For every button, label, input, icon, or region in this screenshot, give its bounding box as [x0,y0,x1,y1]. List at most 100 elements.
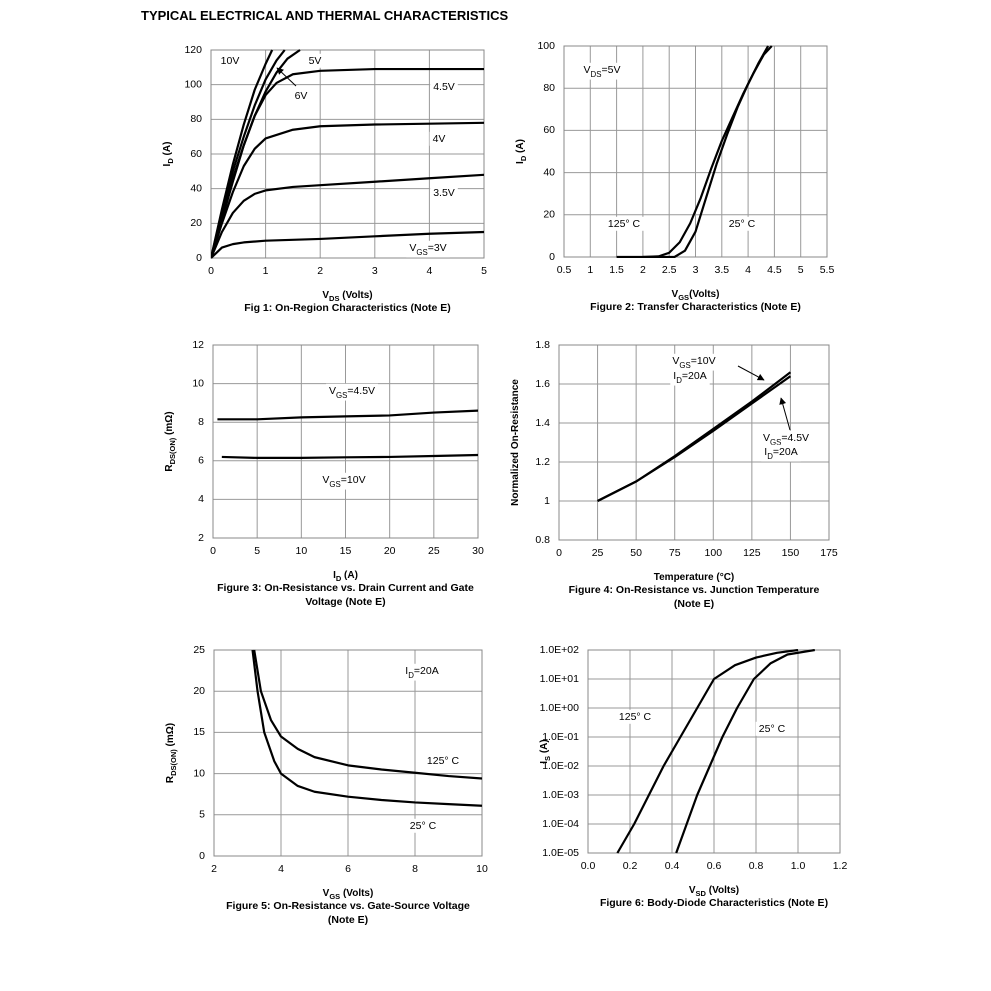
y-tick-label: 4 [198,493,204,505]
annotation-bg [761,444,801,462]
annotation: 125° C [608,218,641,230]
y-tick-label: 40 [190,182,202,194]
x-tick-label: 0.5 [557,264,572,276]
curve [211,121,484,259]
y-axis-label-part: (mΩ) [164,411,175,437]
x-tick-label: 75 [669,547,681,559]
annotation: 25° C [759,723,786,735]
y-axis-label: RDS(ON) (mΩ) [165,723,179,783]
annotation-part: D [767,452,773,461]
curve [211,230,484,259]
y-axis-label-part: R [164,464,175,472]
y-axis-label-part: (A) [539,739,550,756]
y-tick-label: 2 [198,532,204,544]
annotation-part: 125° C [619,711,652,723]
x-tick-label: 8 [412,863,418,875]
y-axis-label-part: (A) [162,142,173,159]
annotation-part: 25° C [410,820,437,832]
x-tick-label: 15 [340,545,352,557]
annotation-bg [725,216,759,231]
y-tick-label: 1.0E-05 [542,847,579,859]
curve [211,173,484,259]
y-tick-label: 80 [543,82,555,94]
annotation-part: 5V [309,55,322,67]
annotation-part: GS [329,480,340,489]
annotation-part: I [405,665,408,677]
x-axis-label-part: GS [678,293,689,302]
curve [597,375,792,502]
x-tick-label: 1.0 [791,860,806,872]
annotation-bg [669,353,719,371]
annotation-bg [604,216,644,231]
pointer-arrow [276,67,297,87]
y-tick-label: 1.0E+00 [540,702,580,714]
annotation-part: D [408,671,414,680]
curve [211,49,286,259]
x-tick-label: 3 [693,264,699,276]
annotation: 10V [221,55,240,67]
annotation: 125° C [427,755,460,767]
y-axis-label-part: R [165,775,176,783]
annotation-part: V [329,385,336,397]
annotation-bg [670,368,710,386]
y-tick-label: 12 [192,339,204,351]
curve [251,649,482,807]
annotation-part: V [584,64,591,76]
y-axis-label-part: D [166,158,175,164]
x-tick-label: 4 [745,264,751,276]
x-axis-label: ID (A) [333,570,358,584]
x-tick-label: 2.5 [662,264,677,276]
y-tick-label: 0.8 [535,534,550,546]
x-axis-label-part: V [322,290,329,301]
y-tick-label: 20 [190,217,202,229]
plot-frame [210,49,485,259]
x-axis-label-part: (Volts) [706,885,739,896]
figure-caption: Figure 3: On-Resistance vs. Drain Curren… [217,582,474,594]
x-tick-label: 0.2 [623,860,638,872]
annotation-part: =20A [414,665,439,677]
x-axis-label-part: Temperature (°C) [654,572,735,583]
annotation-part: =10V [341,474,366,486]
x-tick-label: 0 [210,545,216,557]
y-axis-label: RDS(ON) (mΩ) [164,411,178,471]
x-tick-label: 100 [705,547,723,559]
x-axis-label-part: SD [696,889,707,898]
annotation-bg [615,709,655,724]
annotation: VGS=3V [409,242,446,257]
x-tick-label: 4 [278,863,284,875]
x-axis-label-part: DS [329,294,339,303]
curve [217,409,478,421]
x-tick-label: 5 [254,545,260,557]
y-tick-label: 1.4 [535,417,550,429]
y-tick-label: 20 [543,209,555,221]
y-tick-label: 5 [199,809,205,821]
annotation-part: 4V [433,133,446,145]
chart: 0.0 0.2 0.4 0.6 0.8 1.0 1.2 1.0E-05 1.0E-04 1.0E-… [539,644,848,909]
x-axis-label: VGS (Volts) [323,888,374,902]
annotation-part: 125° C [608,218,641,230]
y-axis-label-part: S [543,756,552,761]
y-tick-label: 40 [543,166,555,178]
y-tick-label: 1.8 [535,339,550,351]
annotation-part: D [676,376,682,385]
curve [221,453,478,459]
annotation-part: GS [416,248,427,257]
figure-caption: Fig 1: On-Region Characteristics (Note E… [244,302,451,314]
y-tick-label: 100 [537,40,555,52]
x-tick-label: 2 [211,863,217,875]
x-axis-label-part: (Volts) [340,888,373,899]
figure-caption: Figure 4: On-Resistance vs. Junction Tem… [569,584,820,596]
y-axis-label-part: D [519,155,528,161]
x-tick-label: 0 [208,265,214,277]
x-axis-label: VSD (Volts) [689,885,739,899]
x-tick-label: 5 [798,264,804,276]
x-axis-label-part: I [333,570,336,581]
x-tick-label: 0.6 [707,860,722,872]
annotation-bg [406,240,450,258]
annotation-bg [217,53,243,68]
x-axis-label-part: (Volts) [339,290,372,301]
y-tick-label: 1.6 [535,378,550,390]
y-axis-label: ID (A) [515,139,529,164]
